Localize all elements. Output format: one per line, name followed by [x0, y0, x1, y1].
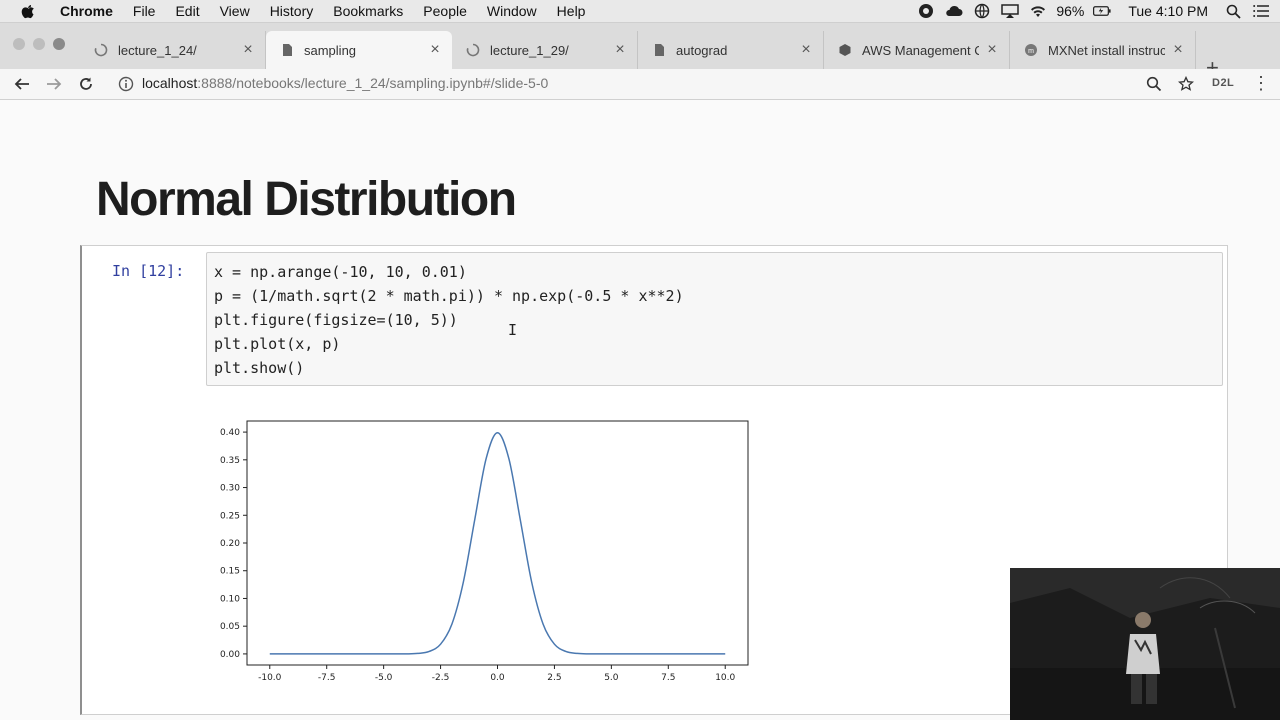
browser-toolbar: localhost:8888/notebooks/lecture_1_24/sa… — [0, 69, 1280, 100]
mac-menu-bar: Chrome File Edit View History Bookmarks … — [0, 0, 1280, 23]
code-line-5[interactable]: plt.show() — [214, 359, 305, 377]
notification-center-icon[interactable] — [1252, 4, 1270, 18]
bookmark-star-icon[interactable] — [1176, 74, 1196, 94]
tab-title: MXNet install instruc — [1048, 42, 1165, 58]
x-axis-ticks: -10.0 -7.5 -5.0 -2.5 0.0 2.5 5.0 7.5 10.0 — [258, 665, 736, 683]
app-status-icon[interactable] — [917, 4, 935, 18]
tab-autograd[interactable]: autograd × — [638, 31, 824, 69]
loading-spinner-icon — [94, 43, 108, 57]
clock[interactable]: Tue 4:10 PM — [1128, 3, 1208, 19]
y-tick-label: 0.20 — [220, 539, 240, 549]
y-tick-label: 0.05 — [220, 622, 240, 632]
close-tab-icon[interactable]: × — [1173, 41, 1183, 58]
code-line-3[interactable]: plt.figure(figsize=(10, 5)) — [214, 311, 458, 329]
close-tab-icon[interactable]: × — [801, 41, 811, 58]
menu-bookmarks[interactable]: Bookmarks — [333, 3, 404, 19]
close-tab-icon[interactable]: × — [243, 41, 253, 58]
x-tick-label: -10.0 — [258, 673, 282, 683]
site-info-icon[interactable] — [118, 76, 134, 92]
menu-people[interactable]: People — [423, 3, 467, 19]
reload-icon[interactable] — [76, 74, 96, 94]
normal-distribution-plot: 0.00 0.05 0.10 0.15 0.20 0.25 0.30 0.35 0.40 -10… — [220, 420, 749, 683]
x-tick-label: -2.5 — [432, 673, 450, 683]
x-tick-label: -7.5 — [318, 673, 336, 683]
window-controls — [13, 38, 73, 50]
x-tick-label: 2.5 — [547, 673, 561, 683]
menu-app-name[interactable]: Chrome — [60, 3, 113, 19]
globe-icon[interactable] — [973, 3, 991, 19]
plot-area — [246, 420, 749, 666]
apple-icon[interactable] — [20, 3, 36, 19]
forward-arrow-icon[interactable] — [44, 74, 64, 94]
tab-title: lecture_1_24/ — [118, 42, 197, 58]
tab-mxnet-install[interactable]: m MXNet install instruc × — [1010, 31, 1196, 69]
svg-text:m: m — [1028, 48, 1034, 55]
close-tab-icon[interactable]: × — [615, 41, 625, 58]
presenter-video-overlay — [1010, 568, 1280, 720]
minimize-window-button[interactable] — [33, 38, 45, 50]
close-tab-icon[interactable]: × — [987, 41, 997, 58]
page-icon — [280, 43, 294, 57]
cloud-icon[interactable] — [945, 4, 963, 18]
back-arrow-icon[interactable] — [12, 74, 32, 94]
tab-sampling[interactable]: sampling × — [266, 31, 452, 69]
tab-lecture-1-24[interactable]: lecture_1_24/ × — [80, 31, 266, 69]
url-path: :8888/notebooks/lecture_1_24/sampling.ip… — [197, 75, 549, 91]
address-bar-url[interactable]: localhost:8888/notebooks/lecture_1_24/sa… — [142, 75, 548, 91]
code-line-4[interactable]: plt.plot(x, p) — [214, 335, 341, 353]
close-window-button[interactable] — [13, 38, 25, 50]
presenter-video-frame — [1010, 568, 1280, 720]
tab-lecture-1-29[interactable]: lecture_1_29/ × — [452, 31, 638, 69]
loading-spinner-icon — [466, 43, 480, 57]
more-menu-icon[interactable]: ⋮ — [1252, 73, 1270, 93]
x-tick-label: 7.5 — [661, 673, 675, 683]
page-icon — [652, 43, 666, 57]
menu-edit[interactable]: Edit — [175, 3, 200, 19]
y-tick-label: 0.40 — [220, 428, 240, 438]
zoom-window-button[interactable] — [53, 38, 65, 50]
url-host: localhost — [142, 75, 198, 91]
browser-tab-strip: lecture_1_24/ × sampling × lecture_1_29/… — [0, 23, 1280, 79]
text-cursor-icon: I — [508, 321, 518, 339]
battery-charging-icon[interactable] — [1093, 4, 1111, 18]
menu-history[interactable]: History — [269, 3, 314, 19]
battery-percent: 96% — [1056, 3, 1085, 19]
close-tab-icon[interactable]: × — [430, 41, 440, 58]
wifi-icon[interactable] — [1029, 4, 1047, 18]
y-axis-ticks: 0.00 0.05 0.10 0.15 0.20 0.25 0.30 0.35 0.40 — [220, 428, 247, 660]
y-tick-label: 0.25 — [220, 511, 240, 521]
mxnet-icon: m — [1024, 43, 1038, 57]
tab-title: autograd — [676, 42, 728, 58]
density-curve — [269, 431, 726, 655]
aws-icon — [838, 43, 852, 57]
y-tick-label: 0.30 — [220, 484, 240, 494]
x-tick-label: 5.0 — [604, 673, 619, 683]
tab-title: AWS Management Co — [862, 42, 979, 58]
cell-input-prompt: In [12]: — [112, 262, 185, 280]
y-tick-label: 0.10 — [220, 594, 240, 604]
code-editor[interactable] — [206, 252, 1223, 386]
code-line-2[interactable]: p = (1/math.sqrt(2 * math.pi)) * np.exp(… — [214, 287, 684, 305]
tab-title: sampling — [304, 42, 357, 58]
d2l-extension-icon[interactable]: D2L — [1212, 77, 1235, 89]
menu-view[interactable]: View — [219, 3, 250, 19]
y-tick-label: 0.15 — [220, 567, 240, 577]
spotlight-search-icon[interactable] — [1224, 4, 1242, 19]
menu-help[interactable]: Help — [556, 3, 586, 19]
y-tick-label: 0.35 — [220, 456, 240, 466]
code-line-1[interactable]: x = np.arange(-10, 10, 0.01) — [214, 263, 467, 281]
status-tray: 96% Tue 4:10 PM — [912, 0, 1280, 22]
menu-window[interactable]: Window — [486, 3, 537, 19]
x-tick-label: -5.0 — [375, 673, 393, 683]
tab-aws-management-console[interactable]: AWS Management Co × — [824, 31, 1010, 69]
menu-file[interactable]: File — [132, 3, 156, 19]
x-tick-label: 0.0 — [490, 673, 505, 683]
zoom-icon[interactable] — [1144, 74, 1164, 94]
airplay-icon[interactable] — [1001, 4, 1020, 18]
tab-title: lecture_1_29/ — [490, 42, 569, 58]
y-tick-label: 0.00 — [220, 650, 240, 660]
slide-title: Normal Distribution — [96, 173, 517, 226]
x-tick-label: 10.0 — [715, 673, 735, 683]
